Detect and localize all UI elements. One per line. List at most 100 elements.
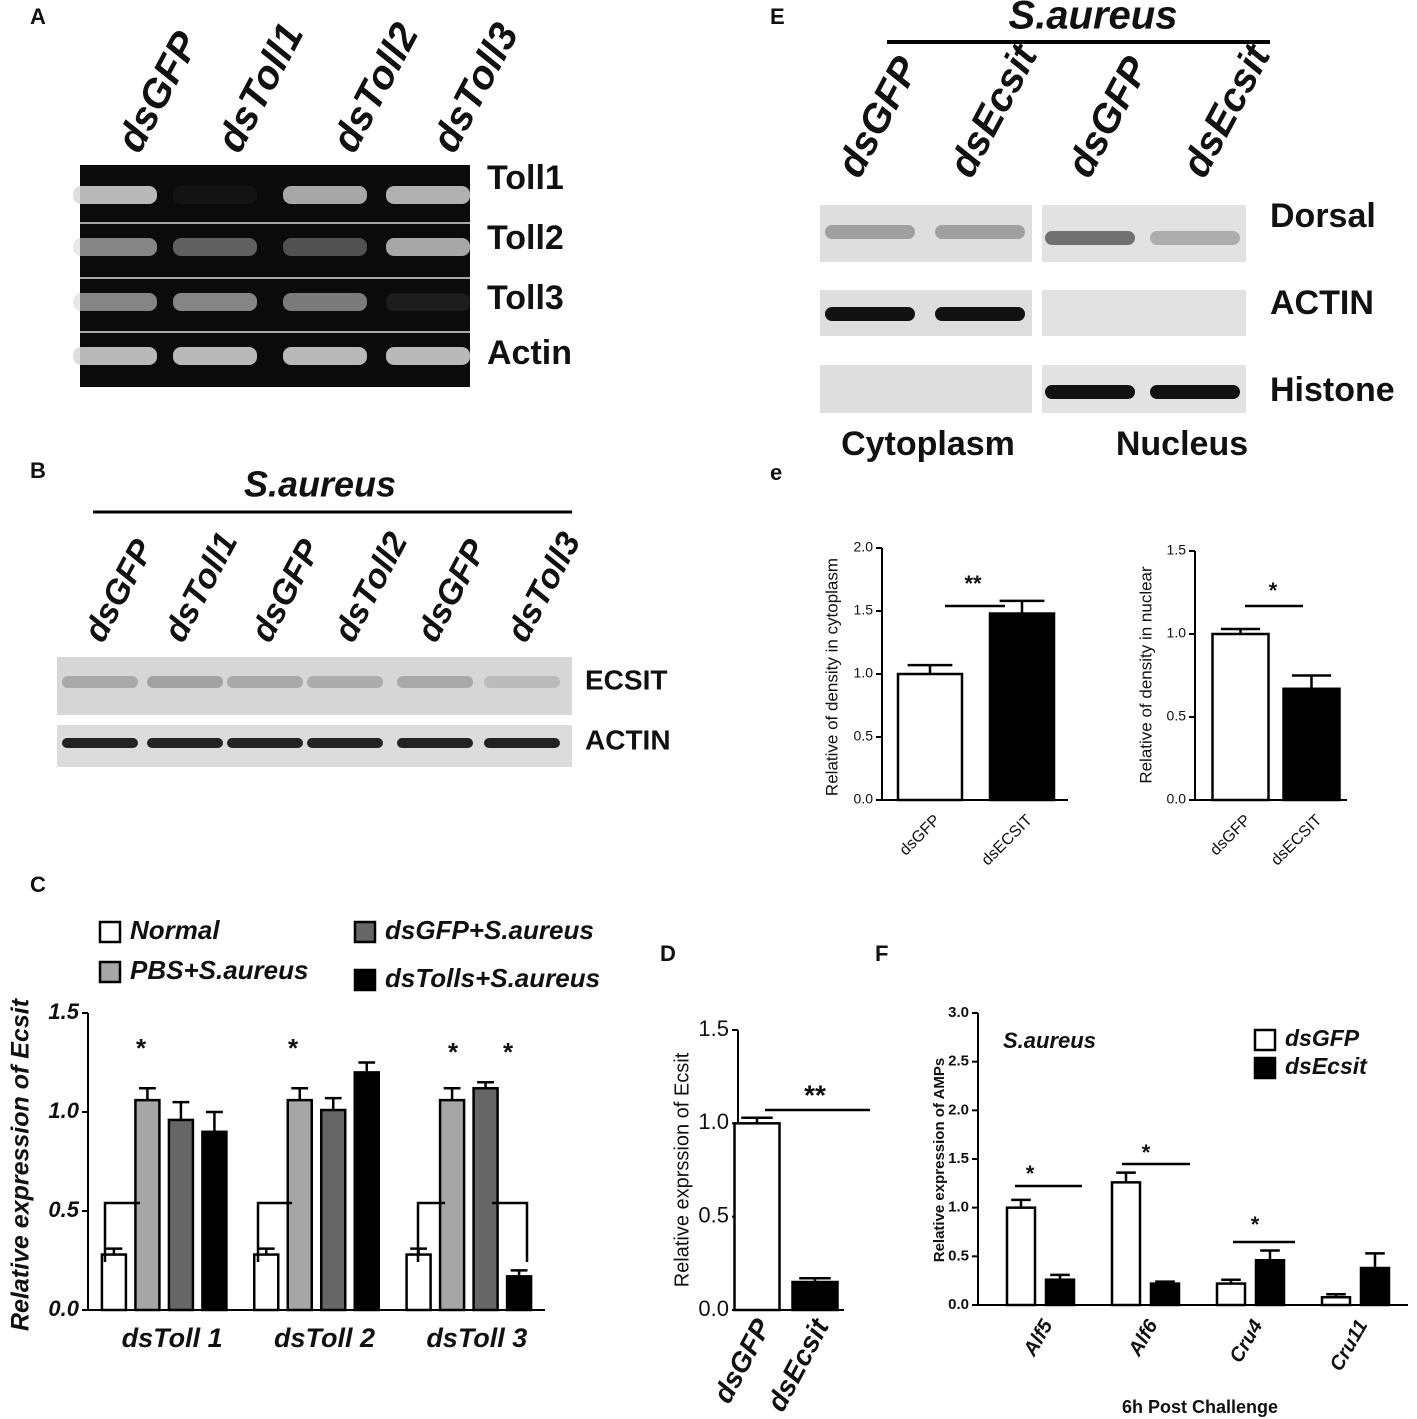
band xyxy=(147,738,223,748)
y-tick-label: 0.5 xyxy=(48,1197,79,1222)
significance-bracket xyxy=(103,1201,140,1262)
significance-bracket xyxy=(492,1201,529,1262)
band xyxy=(227,676,303,688)
lane-label: dsGFP xyxy=(409,533,494,648)
band xyxy=(307,676,383,688)
annotation: * xyxy=(136,1033,147,1063)
bar xyxy=(1044,1278,1076,1307)
legend-swatch xyxy=(353,968,377,992)
x-axis-title: 6h Post Challenge xyxy=(1122,1397,1278,1417)
band xyxy=(307,738,383,748)
bar xyxy=(167,1118,195,1312)
lane-label: dsGFP xyxy=(108,24,208,159)
panel-label: e xyxy=(770,460,782,485)
blot-title: S.aureus xyxy=(244,464,396,505)
lane-label: dsGFP xyxy=(243,533,328,648)
blot-title: S.aureus xyxy=(1009,0,1178,38)
legend-label: dsGFP xyxy=(1285,1025,1360,1051)
bar xyxy=(1215,1282,1247,1307)
band xyxy=(283,186,367,204)
y-tick-label: 1.5 xyxy=(948,1150,969,1167)
error-bar xyxy=(1365,1252,1385,1269)
fraction-label: Nucleus xyxy=(1116,425,1248,463)
legend-label: PBS+S.aureus xyxy=(130,955,308,985)
bar xyxy=(896,672,964,802)
error-bar xyxy=(799,1277,831,1282)
band xyxy=(227,738,303,748)
y-tick-label: 1.5 xyxy=(854,602,874,618)
band xyxy=(73,293,157,311)
band xyxy=(62,676,138,688)
band xyxy=(484,738,560,748)
row-label: ECSIT xyxy=(585,664,667,695)
y-tick-label: 0.5 xyxy=(948,1247,969,1264)
annotation: * xyxy=(503,1037,514,1067)
error-bar xyxy=(1011,1198,1031,1208)
y-tick-label: 0.0 xyxy=(854,791,874,807)
bar xyxy=(1359,1266,1391,1307)
band xyxy=(73,238,157,256)
band xyxy=(173,238,257,256)
band xyxy=(386,347,470,365)
y-tick-label: 0.5 xyxy=(1167,708,1187,724)
annotation: * xyxy=(1269,578,1278,603)
y-axis-title: Relative expression of Ecsit xyxy=(7,997,35,1331)
band xyxy=(935,307,1025,321)
error-bar xyxy=(324,1096,342,1111)
bar xyxy=(1005,1206,1037,1307)
x-tick-label: Cru4 xyxy=(1226,1316,1268,1366)
significance-bracket xyxy=(256,1201,292,1262)
annotation: ** xyxy=(964,571,982,596)
y-tick-label: 0.0 xyxy=(948,1296,969,1313)
y-tick-label: 1.0 xyxy=(1167,625,1187,641)
panel-label: B xyxy=(30,458,46,483)
band xyxy=(283,293,367,311)
annotation: * xyxy=(288,1033,299,1063)
annotation: * xyxy=(448,1037,459,1067)
blot xyxy=(1042,290,1246,336)
error-bar xyxy=(1291,674,1332,689)
x-tick-label: dsECSIT xyxy=(1268,812,1325,869)
band xyxy=(73,186,157,204)
legend-swatch xyxy=(1253,1028,1277,1052)
bar xyxy=(1110,1181,1142,1307)
error-bar xyxy=(1326,1293,1346,1298)
band xyxy=(173,347,257,365)
bar xyxy=(1320,1295,1352,1307)
bar xyxy=(472,1086,499,1312)
bar xyxy=(505,1275,533,1312)
band xyxy=(386,293,470,311)
band xyxy=(283,347,367,365)
error-bar xyxy=(1260,1249,1280,1261)
x-tick-label: dsGFP xyxy=(897,812,944,859)
x-tick-label: Alf5 xyxy=(1019,1315,1058,1360)
y-tick-label: 1.0 xyxy=(48,1098,79,1123)
y-tick-label: 0.5 xyxy=(854,728,874,744)
panel-label: F xyxy=(875,941,888,966)
band xyxy=(73,347,157,365)
blot xyxy=(820,365,1032,413)
band xyxy=(825,225,915,239)
y-tick-label: 1.0 xyxy=(698,1109,729,1134)
bar xyxy=(438,1098,466,1312)
y-tick-label: 1.0 xyxy=(948,1199,969,1216)
error-bar xyxy=(907,663,953,674)
lane-label: dsGFP xyxy=(76,533,161,648)
row-label: ACTIN xyxy=(585,724,671,755)
y-tick-label: 0.0 xyxy=(698,1296,729,1321)
error-bar xyxy=(510,1269,528,1277)
legend-swatch xyxy=(98,960,122,984)
row-label: Toll1 xyxy=(487,159,564,197)
y-tick-label: 3.0 xyxy=(948,1004,969,1021)
bar xyxy=(286,1098,313,1312)
row-label: Actin xyxy=(487,334,572,372)
band xyxy=(397,676,473,688)
annotation: * xyxy=(1026,1161,1035,1186)
bar xyxy=(1149,1282,1181,1307)
y-axis-title: Relative expression of AMPs xyxy=(931,1058,948,1263)
error-bar xyxy=(477,1081,494,1089)
band xyxy=(173,293,257,311)
band xyxy=(484,676,560,688)
annotation: * xyxy=(1142,1140,1151,1165)
band xyxy=(62,738,138,748)
